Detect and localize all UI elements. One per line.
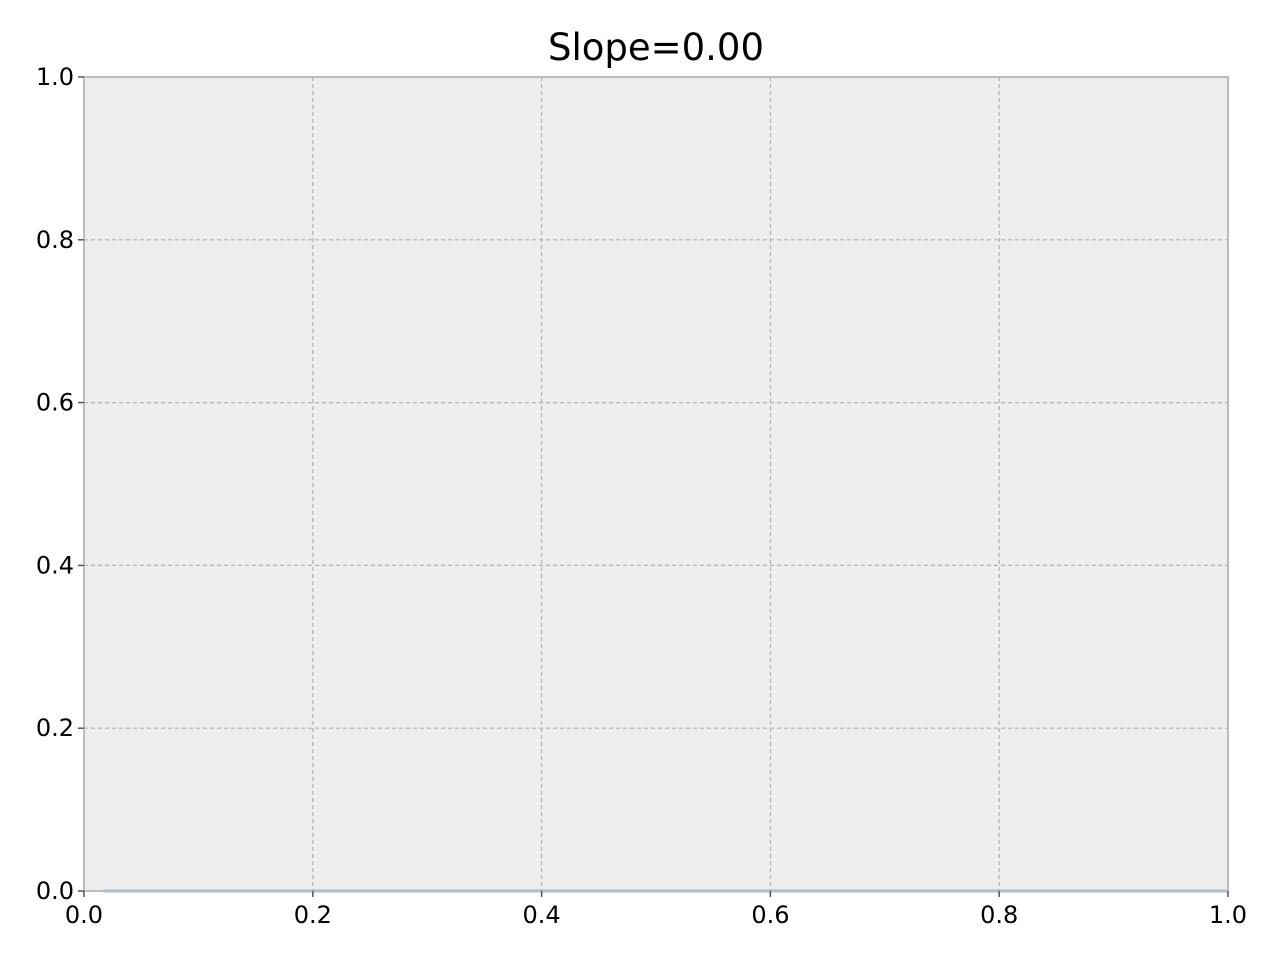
y-tick-label: 0.6 bbox=[36, 389, 74, 417]
chart-title: Slope=0.00 bbox=[548, 26, 764, 69]
plot-background bbox=[84, 77, 1228, 891]
axis-ticks: 0.0 0.2 0.4 0.6 0.8 1.0 0.0 0.2 0.4 0.6 0.8 1.0 bbox=[36, 63, 1247, 929]
y-tick-label: 0.2 bbox=[36, 714, 74, 742]
y-tick-label: 0.4 bbox=[36, 551, 74, 579]
x-tick-label: 0.8 bbox=[980, 901, 1018, 929]
x-tick-label: 0.0 bbox=[65, 901, 103, 929]
y-tick-label: 0.8 bbox=[36, 226, 74, 254]
y-tick-label: 1.0 bbox=[36, 63, 74, 91]
y-tick-label: 0.0 bbox=[36, 877, 74, 905]
x-tick-label: 1.0 bbox=[1209, 901, 1247, 929]
x-tick-label: 0.6 bbox=[751, 901, 789, 929]
x-tick-label: 0.4 bbox=[523, 901, 561, 929]
plot-frame bbox=[83, 76, 1229, 892]
x-tick-label: 0.2 bbox=[294, 901, 332, 929]
